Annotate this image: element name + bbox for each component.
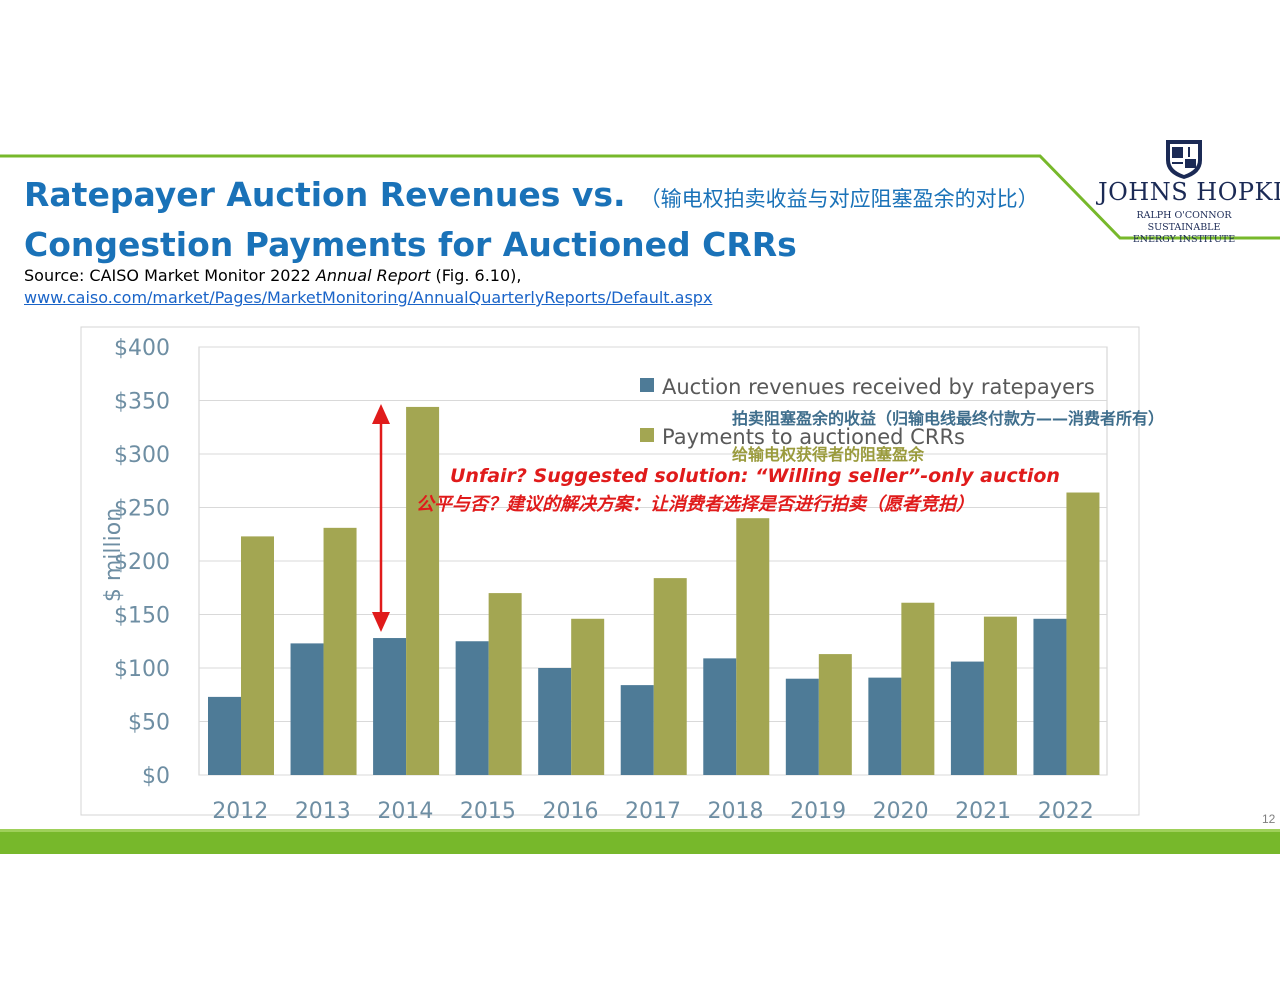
- y-axis-label: $ million: [101, 508, 126, 602]
- logo-subtitle: RALPH O'CONNOR SUSTAINABLE ENERGY INSTIT…: [1104, 210, 1264, 246]
- gap-arrow-head-bottom-icon: [372, 612, 390, 632]
- y-tick-label: $300: [114, 443, 170, 468]
- logo-name: JOHNS HOPKINS: [1098, 178, 1280, 206]
- source-prefix: Source: CAISO Market Monitor 2022: [24, 266, 316, 285]
- jhu-shield-icon: [1166, 140, 1202, 179]
- footer-green-band: [0, 832, 1280, 854]
- annotation-en: Unfair? Suggested solution: “Willing sel…: [450, 465, 1060, 487]
- y-tick-label: $400: [114, 336, 170, 361]
- x-tick-label: 2019: [790, 799, 846, 824]
- x-tick-label: 2021: [955, 799, 1011, 824]
- bar-revenues-2017: [620, 685, 654, 775]
- bar-payments-2014: [406, 406, 440, 775]
- legend-label-payments: Payments to auctioned CRRs: [662, 425, 965, 449]
- gap-arrow-head-top-icon: [372, 404, 390, 424]
- logo-sub-line2: ENERGY INSTITUTE: [1132, 234, 1236, 245]
- title-chinese: （输电权拍卖收益与对应阻塞盈余的对比）: [639, 187, 1039, 211]
- bar-revenues-2021: [950, 661, 984, 775]
- legend-note-revenues-cn: 拍卖阻塞盈余的收益（归输电线最终付款方——消费者所有）: [732, 409, 1164, 428]
- legend-note-payments-cn: 给输电权获得者的阻塞盈余: [732, 445, 925, 464]
- y-tick-label: $50: [128, 711, 170, 736]
- title-line1-row: Ratepayer Auction Revenues vs. （输电权拍卖收益与对…: [24, 172, 1039, 222]
- logo-sub-line1: RALPH O'CONNOR SUSTAINABLE: [1136, 210, 1232, 233]
- y-tick-label: $150: [114, 604, 170, 629]
- bar-payments-2022: [1066, 492, 1100, 775]
- x-tick-label: 2016: [542, 799, 598, 824]
- legend-swatch-payments: [640, 428, 654, 442]
- x-tick-label: 2020: [873, 799, 929, 824]
- y-tick-label: $100: [114, 657, 170, 682]
- x-tick-label: 2012: [212, 799, 268, 824]
- bar-revenues-2012: [208, 696, 241, 775]
- source-link[interactable]: www.caiso.com/market/Pages/MarketMonitor…: [24, 288, 713, 307]
- x-tick-label: 2017: [625, 799, 681, 824]
- bar-payments-2020: [901, 602, 935, 775]
- bar-payments-2016: [571, 618, 605, 775]
- x-tick-labels: 2012 2013 2014 2015 2016 2017 2018 2019 2020 2021…: [212, 799, 1093, 824]
- y-tick-label: $350: [114, 390, 170, 415]
- annotation-cn: 公平与否？建议的解决方案：让消费者选择是否进行拍卖（愿者竞拍）: [416, 494, 974, 515]
- bar-revenues-2020: [868, 677, 902, 775]
- bar-payments-2017: [653, 578, 687, 775]
- footer-green-band-top: [0, 829, 1280, 832]
- bar-payments-2018: [736, 518, 770, 775]
- bar-revenues-2018: [703, 658, 737, 775]
- bar-payments-2012: [241, 536, 274, 775]
- y-tick-label: $250: [114, 497, 170, 522]
- title-line2: Congestion Payments for Auctioned CRRs: [24, 225, 797, 264]
- bar-revenues-2019: [785, 678, 819, 775]
- source-report-name: Annual Report: [315, 266, 431, 285]
- legend-swatch-revenues: [640, 378, 654, 392]
- bar-revenues-2016: [538, 668, 572, 775]
- page-number: 12: [1262, 812, 1276, 826]
- bar-revenues-2015: [455, 641, 489, 775]
- bar-payments-2021: [983, 616, 1017, 775]
- x-tick-label: 2015: [460, 799, 516, 824]
- bar-payments-2013: [323, 527, 357, 775]
- x-tick-label: 2014: [377, 799, 433, 824]
- bars: [208, 406, 1100, 775]
- bar-payments-2015: [488, 593, 522, 775]
- bar-revenues-2013: [290, 643, 324, 775]
- y-tick-labels: $0 $50 $100 $150 $200 $250 $300 $350 $400: [114, 336, 170, 789]
- title-line1: Ratepayer Auction Revenues vs.: [24, 175, 626, 214]
- x-tick-label: 2022: [1038, 799, 1094, 824]
- legend-label-revenues: Auction revenues received by ratepayers: [662, 375, 1095, 399]
- source-line: Source: CAISO Market Monitor 2022 Annual…: [24, 265, 712, 287]
- x-tick-label: 2018: [708, 799, 764, 824]
- bar-revenues-2022: [1033, 618, 1067, 775]
- x-tick-label: 2013: [295, 799, 351, 824]
- source-citation: Source: CAISO Market Monitor 2022 Annual…: [24, 265, 712, 309]
- bar-revenues-2014: [373, 638, 407, 775]
- y-tick-label: $200: [114, 550, 170, 575]
- source-suffix: (Fig. 6.10),: [430, 266, 522, 285]
- y-tick-label: $0: [142, 764, 170, 789]
- page-title: Ratepayer Auction Revenues vs. （输电权拍卖收益与对…: [24, 172, 1039, 268]
- header-green-line: [0, 154, 1280, 240]
- bar-payments-2019: [818, 654, 852, 775]
